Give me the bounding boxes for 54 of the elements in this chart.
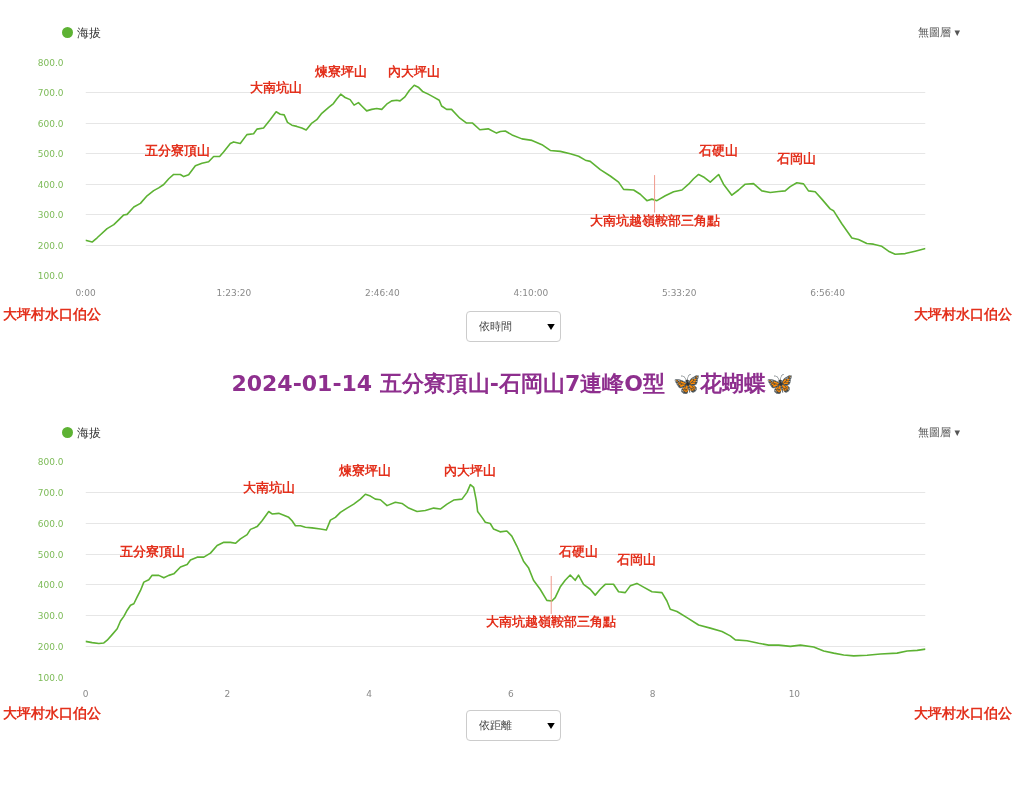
annotation: 內大坪山 bbox=[388, 63, 441, 79]
annotation: 五分寮頂山 bbox=[118, 543, 185, 559]
chart-title: 2024-01-14 五分寮頂山-石岡山7連峰O型 🦋花蝴蝶🦋 bbox=[231, 370, 793, 398]
legend-label: 海拔 bbox=[77, 26, 101, 40]
annotation: 煉寮坪山 bbox=[313, 63, 367, 79]
x-tick-label: 0:00 bbox=[75, 287, 96, 298]
annotation: 石岡山 bbox=[616, 551, 657, 567]
y-tick-label: 700.0 bbox=[37, 88, 64, 99]
text: 大坪村水口伯公 bbox=[914, 704, 1012, 723]
x-tick-label: 10 bbox=[788, 688, 801, 699]
text: 大坪村水口伯公 bbox=[914, 305, 1012, 324]
line-series bbox=[85, 483, 926, 657]
x-tick-label: 6:56:40 bbox=[810, 287, 846, 298]
y-tick-label: 400.0 bbox=[37, 179, 64, 190]
text: 依時間 bbox=[466, 311, 561, 343]
annotation: 石硬山 bbox=[698, 142, 739, 158]
annotation: 大南坑越嶺鞍部三角點 bbox=[486, 614, 617, 630]
y-tick-label: 600.0 bbox=[37, 518, 64, 529]
x-tick-label: 1:23:20 bbox=[216, 287, 252, 298]
y-tick-label: 500.0 bbox=[37, 549, 64, 560]
y-tick-label: 800.0 bbox=[37, 58, 64, 68]
x-tick-label: 0 bbox=[82, 688, 89, 699]
y-tick-label: 800.0 bbox=[37, 457, 64, 467]
y-tick-label: 200.0 bbox=[37, 642, 64, 653]
text: 無圖層 ▾ bbox=[918, 25, 961, 41]
annotation: 大南坑越嶺鞍部三角點 bbox=[589, 213, 720, 229]
x-tick-label: 2 bbox=[224, 688, 231, 699]
x-tick-label: 4 bbox=[366, 688, 373, 699]
annotation: 五分寮頂山 bbox=[143, 142, 210, 158]
text: 無圖層 ▾ bbox=[918, 425, 961, 441]
x-tick-label: 8 bbox=[649, 688, 656, 699]
x-tick-label: 5:33:20 bbox=[661, 287, 697, 298]
annotation: 內大坪山 bbox=[444, 463, 497, 478]
y-tick-label: 600.0 bbox=[37, 118, 64, 129]
y-tick-label: 400.0 bbox=[37, 580, 64, 591]
x-tick-label: 2:46:40 bbox=[365, 287, 400, 298]
y-tick-label: 500.0 bbox=[37, 149, 64, 160]
x-tick-label: 4:10:00 bbox=[513, 287, 549, 298]
y-tick-label: 700.0 bbox=[37, 487, 64, 498]
text: 大坪村水口伯公 bbox=[3, 305, 101, 324]
annotation: 煉寮坪山 bbox=[338, 463, 392, 478]
text: 大坪村水口伯公 bbox=[3, 704, 101, 723]
y-tick-label: 100.0 bbox=[37, 271, 64, 281]
y-tick-label: 100.0 bbox=[37, 673, 64, 683]
annotation: 大南坑山 bbox=[242, 479, 295, 495]
y-tick-label: 300.0 bbox=[37, 210, 64, 221]
text: 依距離 bbox=[466, 710, 561, 742]
legend-label: 海拔 bbox=[77, 426, 101, 440]
annotation: 大南坑山 bbox=[250, 80, 303, 96]
annotation: 石岡山 bbox=[776, 151, 817, 167]
x-tick-label: 6 bbox=[507, 688, 514, 699]
y-tick-label: 200.0 bbox=[37, 240, 64, 251]
annotation: 石硬山 bbox=[558, 543, 599, 559]
y-tick-label: 300.0 bbox=[37, 611, 64, 622]
